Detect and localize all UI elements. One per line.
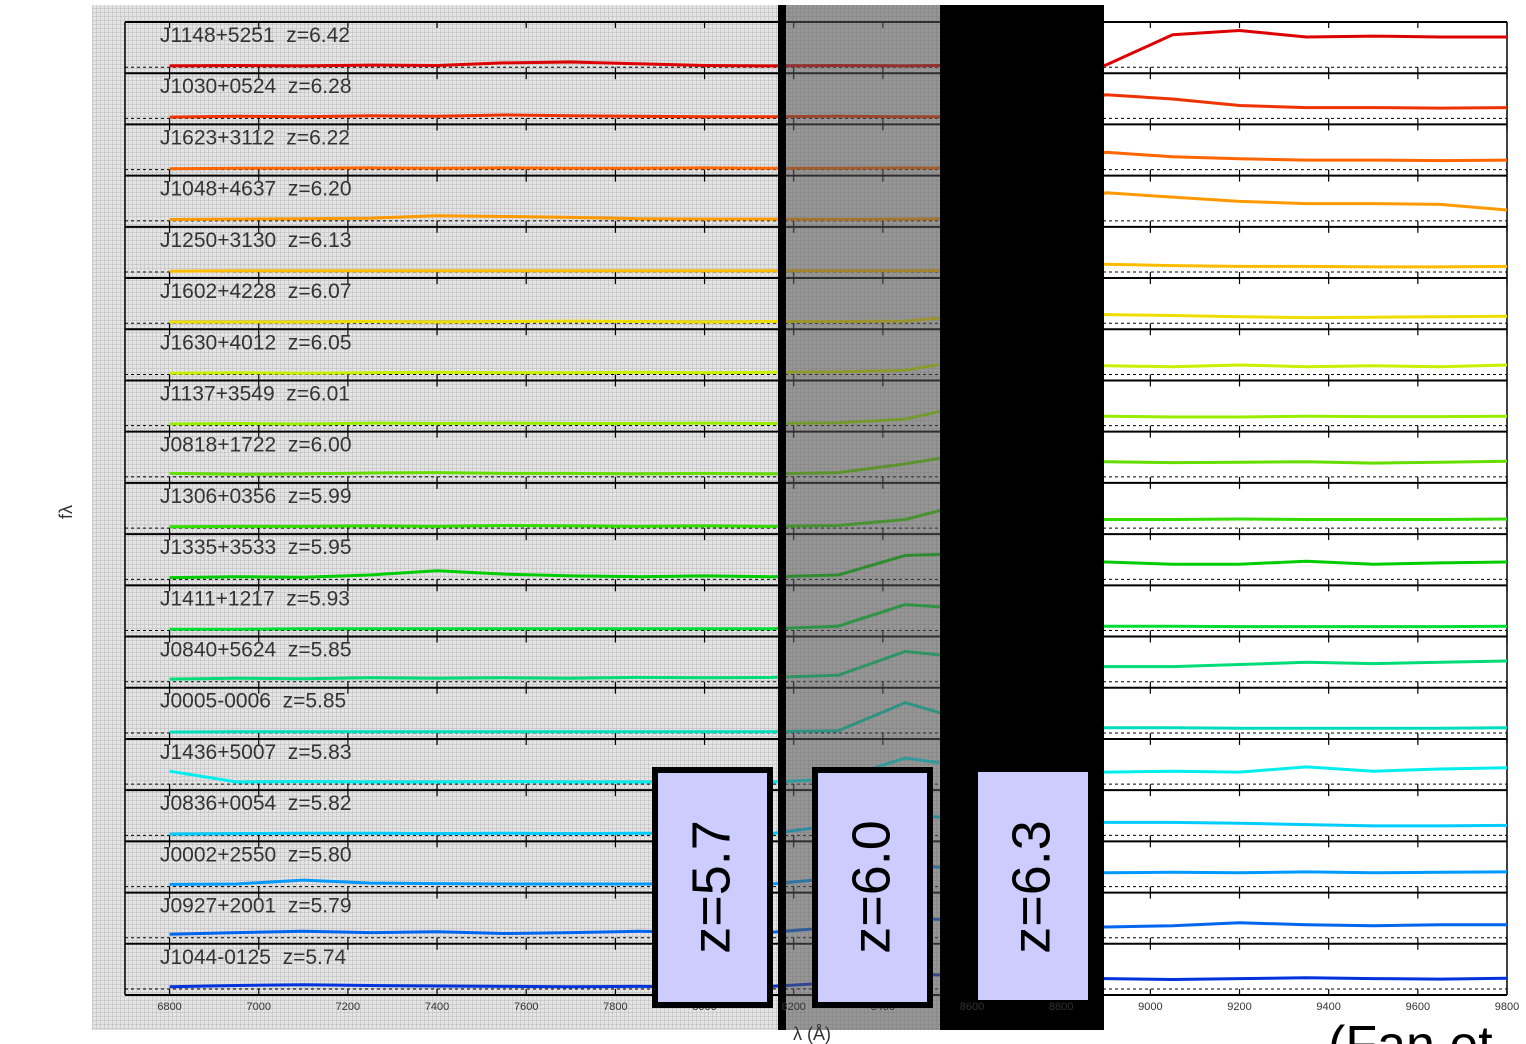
spectrum-label: J0840+5624 z=5.85 xyxy=(160,639,352,662)
spectrum-label: J1623+3112 z=6.22 xyxy=(160,126,350,149)
spectrum-label: J0818+1722 z=6.00 xyxy=(160,434,352,457)
x-tick-label: 8200 xyxy=(781,1001,805,1013)
x-tick-label: 7200 xyxy=(336,1001,360,1013)
spectrum-label: J1436+5007 z=5.83 xyxy=(160,741,352,764)
spectrum-label: J1306+0356 z=5.99 xyxy=(160,485,352,508)
annotation-text: z=6.0 xyxy=(841,820,901,954)
x-tick-label: 7600 xyxy=(514,1001,538,1013)
spectrum-label: J1411+1217 z=5.93 xyxy=(160,587,350,610)
spectrum-label: J1335+3533 z=5.95 xyxy=(160,536,352,559)
spectrum-label: J0927+2001 z=5.79 xyxy=(160,895,352,918)
x-tick-label: 8800 xyxy=(1049,1001,1073,1013)
spectrum-label: J1602+4228 z=6.07 xyxy=(160,280,352,303)
spectrum-label: J1148+5251 z=6.42 xyxy=(160,24,350,47)
x-tick-label: 9000 xyxy=(1138,1001,1162,1013)
annotation: z=5.7 z=6.0 z=6.3 xyxy=(652,767,1088,1008)
x-tick-label: 9600 xyxy=(1406,1001,1430,1013)
x-tick-label: 7000 xyxy=(246,1001,270,1013)
x-tick-label: 9200 xyxy=(1227,1001,1251,1013)
x-tick-label: 9800 xyxy=(1495,1001,1519,1013)
x-tick-label: 6800 xyxy=(157,1001,181,1013)
spectrum-label: J0005-0006 z=5.85 xyxy=(160,690,346,713)
spectrum-label: J1044-0125 z=5.74 xyxy=(160,946,347,969)
spectrum-label: J0836+0054 z=5.82 xyxy=(160,792,352,815)
x-tick-label: 9400 xyxy=(1316,1001,1340,1013)
x-tick-label: 7400 xyxy=(425,1001,449,1013)
citation: (Fan et xyxy=(1328,1016,1493,1044)
annotation-box xyxy=(812,767,933,1008)
labels: 6800700072007400760078008000820084008600… xyxy=(157,24,1519,1013)
x-tick-label: 8600 xyxy=(960,1001,984,1013)
annotation-text: z=6.3 xyxy=(1001,820,1061,954)
spectrum-label: J1630+4012 z=6.05 xyxy=(160,331,352,354)
spectrum-label: J1030+0524 z=6.28 xyxy=(160,75,352,98)
spectrum-label: J1250+3130 z=6.13 xyxy=(160,229,352,252)
y-axis-label: fλ xyxy=(56,505,76,519)
spectrum-label: J1048+4637 z=6.20 xyxy=(160,178,352,201)
annotation-text: z=5.7 xyxy=(681,820,741,954)
annotation-box xyxy=(652,767,773,1008)
x-axis-label: λ (Å) xyxy=(793,1024,831,1044)
annotation-box xyxy=(978,772,1088,1000)
overlay-edge xyxy=(778,5,786,1030)
spectrum-label: J1137+3549 z=6.01 xyxy=(160,382,350,405)
spectrum-label: J0002+2550 z=5.80 xyxy=(160,843,352,866)
x-tick-label: 7800 xyxy=(603,1001,627,1013)
